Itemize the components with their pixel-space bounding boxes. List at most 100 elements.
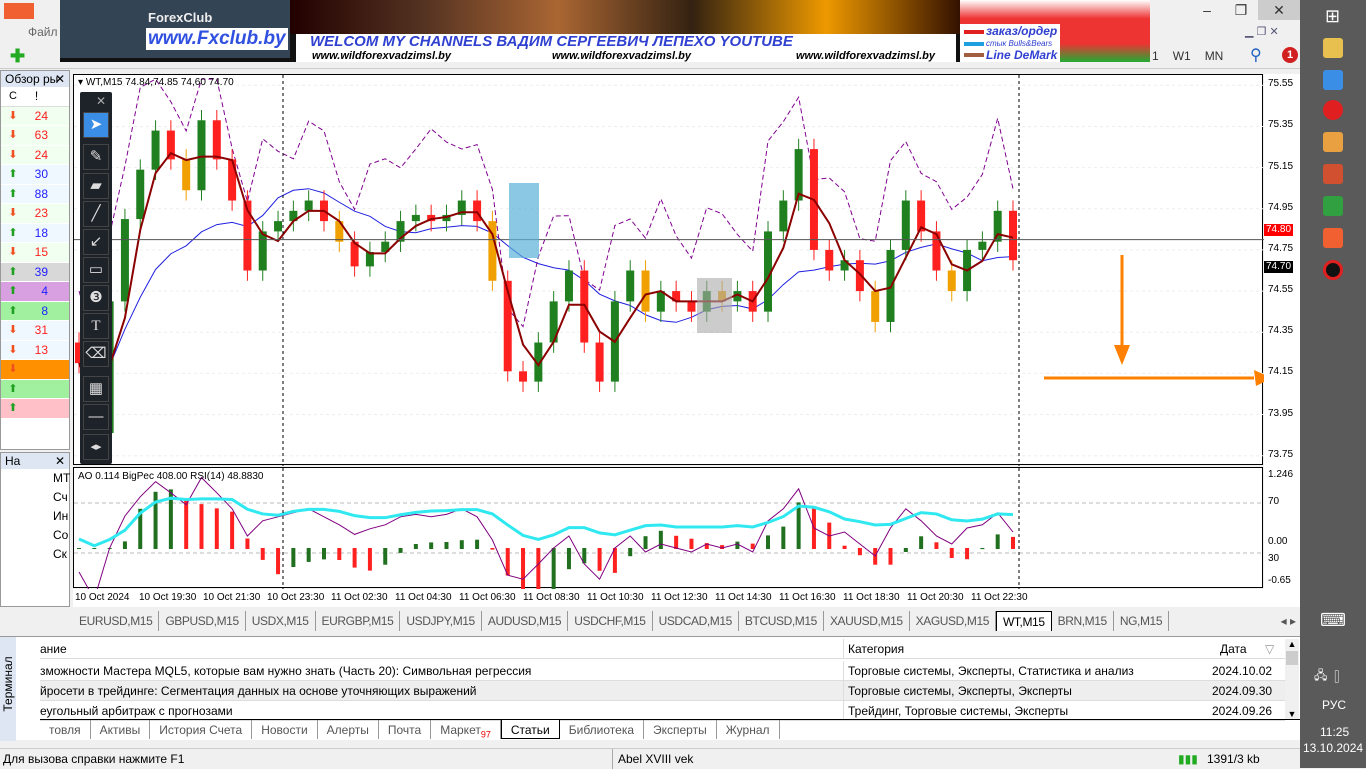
market-watch-row[interactable]: ⬇ 23 bbox=[1, 204, 69, 224]
symbol-tab[interactable]: AUDUSD,M15 bbox=[482, 611, 569, 631]
terminal-tab[interactable]: Активы bbox=[91, 720, 151, 739]
article-row[interactable]: зможности Мастера MQL5, которые вам нужн… bbox=[40, 661, 1285, 681]
search-icon[interactable]: ⚲ bbox=[1250, 47, 1262, 64]
explorer-icon[interactable] bbox=[1323, 38, 1343, 58]
notification-badge[interactable]: 1 bbox=[1282, 47, 1298, 63]
close-button[interactable]: ✕ bbox=[1258, 0, 1300, 20]
opera-icon[interactable] bbox=[1323, 100, 1343, 120]
sort-icon[interactable]: ▽ bbox=[1265, 642, 1275, 656]
new-order-icon[interactable]: ✚ bbox=[10, 46, 26, 66]
line-width-icon[interactable]: — bbox=[83, 404, 109, 430]
terminal-tab[interactable]: Журнал bbox=[717, 720, 780, 739]
market-watch-row[interactable]: ⬇ 63 bbox=[1, 126, 69, 146]
eraser-tool-icon[interactable]: ⌫ bbox=[83, 341, 109, 367]
column-header[interactable]: ! bbox=[34, 89, 39, 103]
text-tool-icon[interactable]: T bbox=[83, 313, 109, 339]
market-watch-row[interactable]: ⬇ 24 bbox=[1, 106, 69, 126]
market-watch-row[interactable]: ⬇ bbox=[1, 360, 69, 380]
article-row[interactable]: еугольный арбитраж с прогнозами Трейдинг,… bbox=[40, 701, 1285, 721]
close-icon[interactable]: ✕ bbox=[54, 72, 65, 86]
pencil-tool-icon[interactable]: ✎ bbox=[83, 144, 109, 170]
expand-icon[interactable]: ◂▸ bbox=[83, 434, 109, 460]
column-date[interactable]: Дата bbox=[1220, 642, 1247, 656]
language-indicator[interactable]: РУС bbox=[1322, 698, 1347, 712]
symbol-tab[interactable]: NG,M15 bbox=[1114, 611, 1170, 631]
terminal-tab[interactable]: Почта bbox=[379, 720, 432, 739]
tab-scroll-right-icon[interactable]: ◂ ▸ bbox=[1280, 614, 1296, 628]
symbol-tab[interactable]: USDX,M15 bbox=[246, 611, 316, 631]
market-watch-row[interactable]: ⬇ 31 bbox=[1, 321, 69, 341]
market-watch-row[interactable]: ⬆ 4 bbox=[1, 282, 69, 302]
child-close-button[interactable]: ✕ bbox=[1269, 26, 1279, 38]
price-axis[interactable]: 75.55 75.35 75.15 74.95 74.75 74.55 74.35 74.15… bbox=[1264, 74, 1300, 590]
terminal-tab[interactable]: История Счета bbox=[150, 720, 253, 739]
market-watch-row[interactable]: ⬆ bbox=[1, 379, 69, 399]
terminal-tab[interactable]: Маркет97 bbox=[431, 720, 501, 739]
market-watch-row[interactable]: ⬆ 30 bbox=[1, 165, 69, 185]
market-watch-row[interactable]: ⬆ bbox=[1, 399, 69, 419]
navigator-item[interactable]: Ск bbox=[53, 547, 67, 561]
marker-tool-icon[interactable]: ▰ bbox=[83, 173, 109, 199]
cursor-tool-icon[interactable]: ➤ bbox=[83, 112, 109, 138]
speaker-icon[interactable] bbox=[1323, 164, 1343, 184]
opacity-tool-icon[interactable]: ▦ bbox=[83, 376, 109, 402]
terminal-tab[interactable]: Библиотека bbox=[560, 720, 644, 739]
market-watch-row[interactable]: ⬆ 88 bbox=[1, 184, 69, 204]
price-chart[interactable]: ▾ WT,M15 74.84,74.85 74,60 74.70 bbox=[73, 74, 1272, 466]
column-header[interactable]: С bbox=[9, 90, 17, 102]
symbol-tab[interactable]: EURUSD,M15 bbox=[73, 611, 160, 631]
symbol-tab[interactable]: USDCHF,M15 bbox=[568, 611, 653, 631]
child-restore-button[interactable]: ❐ bbox=[1256, 26, 1267, 38]
scrollbar[interactable]: ▲ ▼ bbox=[1285, 639, 1299, 719]
terminal-tab[interactable]: товля bbox=[40, 720, 91, 739]
timeframe-mn[interactable]: MN bbox=[1204, 49, 1224, 63]
symbol-tab[interactable]: WT,M15 bbox=[996, 611, 1052, 631]
symbol-tab[interactable]: EURGBP,M15 bbox=[316, 611, 401, 631]
market-watch-row[interactable]: ⬆ 39 bbox=[1, 262, 69, 282]
rectangle-tool-icon[interactable]: ▭ bbox=[83, 257, 109, 283]
calculator-icon[interactable] bbox=[1323, 196, 1343, 216]
paint-icon[interactable] bbox=[1323, 132, 1343, 152]
market-watch-row[interactable]: ⬆ 18 bbox=[1, 223, 69, 243]
network-icon[interactable]: 🖧 ▯ bbox=[1314, 668, 1343, 682]
terminal-tab[interactable]: Эксперты bbox=[644, 720, 717, 739]
numbers-tool-icon[interactable]: ❸ bbox=[83, 285, 109, 311]
indicator-window[interactable]: AO 0.114 BigPec 408.00 RSI(14) 48.8830 bbox=[73, 467, 1264, 609]
symbol-tab[interactable]: USDCAD,M15 bbox=[653, 611, 739, 631]
symbol-tab[interactable]: BRN,M15 bbox=[1052, 611, 1114, 631]
app-icon[interactable] bbox=[1323, 70, 1343, 90]
timeframe-w1[interactable]: W1 bbox=[1172, 49, 1191, 63]
child-minimize-button[interactable]: ▁ bbox=[1245, 26, 1254, 38]
record-icon[interactable] bbox=[1323, 260, 1343, 280]
symbol-tab[interactable]: XAGUSD,M15 bbox=[910, 611, 996, 631]
market-watch-row[interactable]: ⬇ 24 bbox=[1, 145, 69, 165]
symbol-tab[interactable]: XAUUSD,M15 bbox=[824, 611, 910, 631]
market-watch-row[interactable]: ⬇ 13 bbox=[1, 340, 69, 360]
clock-time[interactable]: 11:25 bbox=[1320, 725, 1350, 739]
clock-date[interactable]: 13.10.2024 bbox=[1303, 741, 1364, 755]
terminal-tab[interactable]: Статьи bbox=[500, 720, 560, 739]
metatrader-icon[interactable] bbox=[1323, 228, 1343, 248]
market-watch-row[interactable]: ⬇ 15 bbox=[1, 243, 69, 263]
terminal-tab[interactable]: Новости bbox=[252, 720, 318, 739]
arrow-tool-icon[interactable]: ↙ bbox=[83, 229, 109, 255]
keyboard-icon[interactable]: ⌨ bbox=[1320, 610, 1346, 630]
navigator-item[interactable]: Ин bbox=[53, 509, 69, 523]
article-row[interactable]: йросети в трейдинге: Сегментация данных … bbox=[40, 681, 1285, 701]
symbol-tab[interactable]: GBPUSD,M15 bbox=[159, 611, 246, 631]
status-profile[interactable]: Abel XVIII vek bbox=[612, 749, 693, 769]
column-title[interactable]: ание bbox=[40, 642, 67, 656]
navigator-item[interactable]: МТ bbox=[53, 471, 71, 485]
symbol-tab[interactable]: BTCUSD,M15 bbox=[739, 611, 824, 631]
navigator-item[interactable]: Со bbox=[53, 528, 69, 542]
symbol-tab[interactable]: USDJPY,M15 bbox=[400, 611, 482, 631]
column-category[interactable]: Категория bbox=[843, 639, 904, 659]
line-tool-icon[interactable]: ╱ bbox=[83, 201, 109, 227]
start-icon[interactable]: ⊞ bbox=[1325, 6, 1341, 26]
close-icon[interactable]: ✕ bbox=[54, 454, 65, 468]
timeframe-d1[interactable]: 1 bbox=[1152, 49, 1159, 63]
minimize-button[interactable]: – bbox=[1203, 2, 1211, 18]
market-watch-row[interactable]: ⬆ 8 bbox=[1, 301, 69, 321]
navigator-item[interactable]: Сч bbox=[53, 490, 68, 504]
menu-file[interactable]: Файл bbox=[28, 25, 58, 39]
